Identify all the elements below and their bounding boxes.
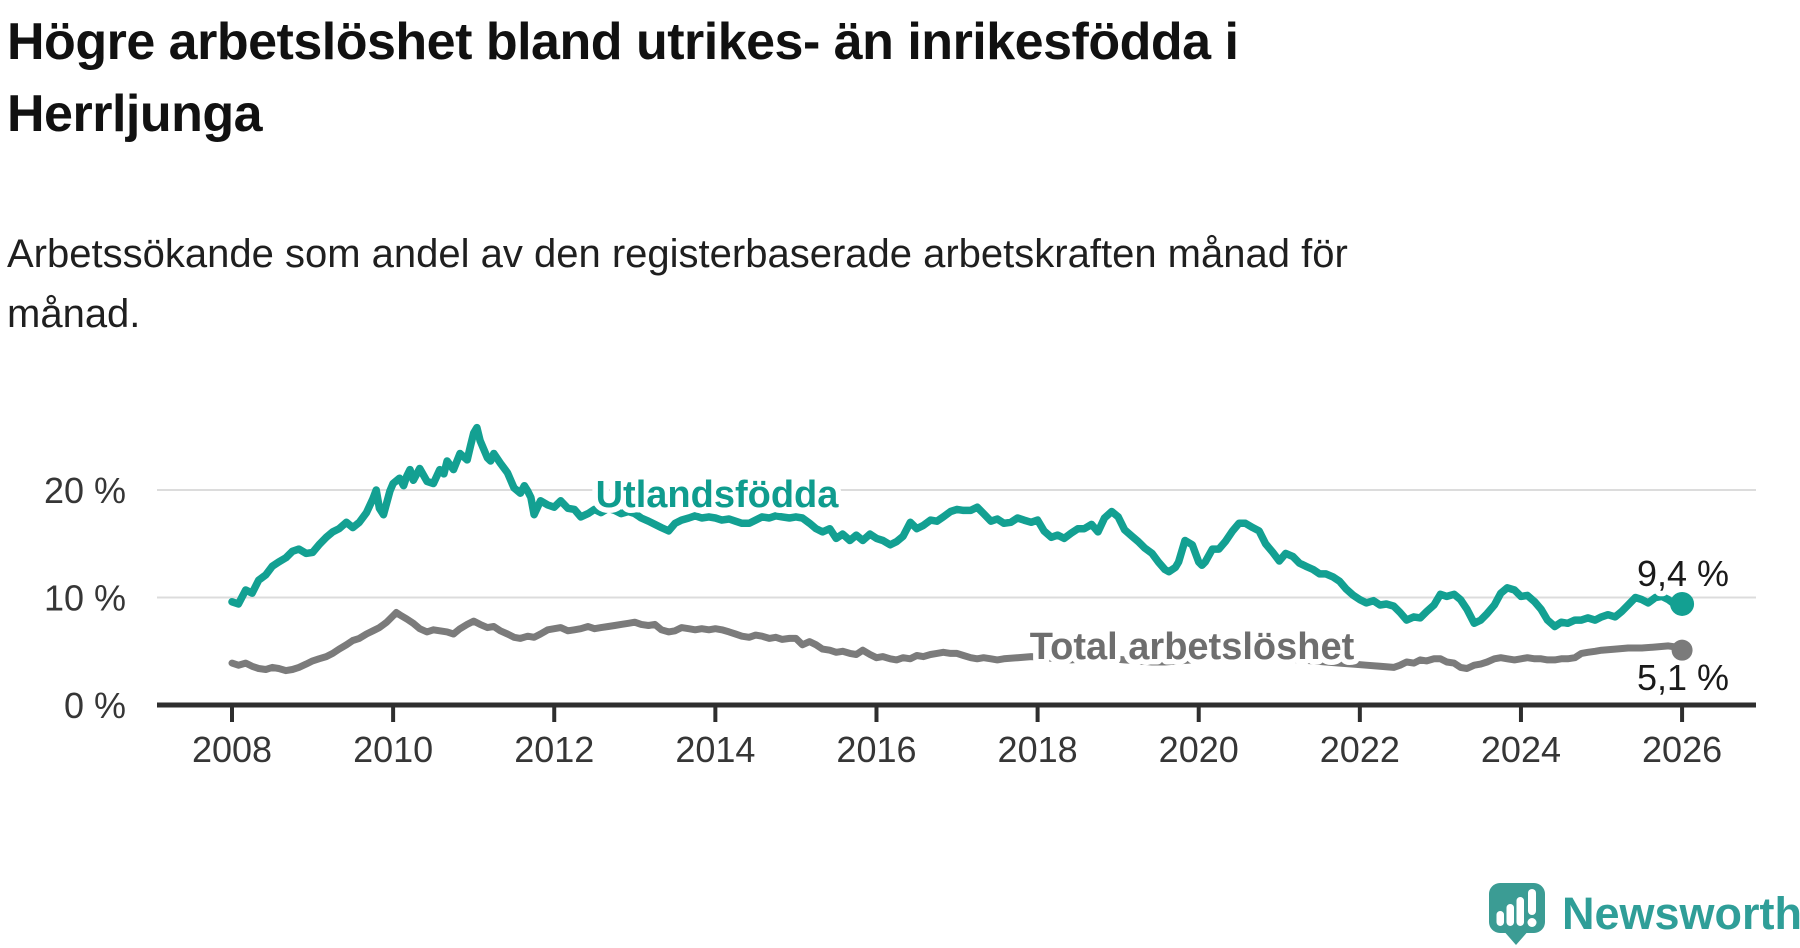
chart-series (228, 423, 1686, 675)
series-line-utlandsfodda (228, 423, 1686, 631)
exclamation-bar (1528, 889, 1536, 915)
chart-subtitle: Arbetssökande som andel av den registerb… (7, 224, 1348, 344)
chart-title-line2: Herrljunga (7, 85, 263, 143)
x-tick-label: 2026 (1642, 729, 1722, 770)
x-tick-label: 2022 (1320, 729, 1400, 770)
chart-title-line1: Högre arbetslöshet bland utrikes- än inr… (7, 13, 1239, 71)
series-label-utlandsfodda: Utlandsfödda (596, 474, 840, 516)
newsworthy-logo: Newsworthy (1487, 880, 1800, 948)
y-tick-label: 0 % (64, 685, 126, 726)
x-tick-label: 2024 (1481, 729, 1561, 770)
chart-subtitle-line1: Arbetssökande som andel av den registerb… (7, 232, 1348, 276)
chart-title: Högre arbetslöshet bland utrikes- än inr… (7, 6, 1239, 150)
end-dot-utlandsfodda (1670, 591, 1695, 616)
x-tick-label: 2010 (353, 729, 433, 770)
chart-subtitle-line2: månad. (7, 292, 141, 336)
exclamation-dot (1527, 918, 1537, 927)
y-tick-label: 10 % (44, 578, 126, 619)
chart-grid: 0 % 10 % 20 % 2008 2010 2012 2014 2016 2018 2020 2… (44, 470, 1756, 770)
x-tick-label: 2016 (836, 729, 916, 770)
x-tick-label: 2008 (192, 729, 272, 770)
newsworthy-chart-bubble-icon (1489, 883, 1545, 945)
brand-name: Newsworthy (1562, 888, 1800, 939)
bar-1 (1496, 911, 1504, 926)
series-label-total-arbetsloshet: Total arbetslöshet (1030, 626, 1355, 668)
chart-end-dots (1670, 591, 1695, 661)
end-value-label-utlandsfodda: 9,4 % (1637, 553, 1729, 594)
end-value-label-total: 5,1 % (1637, 657, 1729, 698)
series-line-total (228, 609, 1686, 675)
bar-3 (1516, 897, 1524, 926)
x-tick-label: 2014 (675, 729, 755, 770)
x-tick-label: 2020 (1159, 729, 1239, 770)
end-dot-total (1671, 639, 1693, 661)
x-tick-label: 2012 (514, 729, 594, 770)
x-tick-label: 2018 (998, 729, 1078, 770)
y-tick-label: 20 % (44, 470, 126, 511)
chart-annotations: Utlandsfödda Total arbetslöshet 9,4 % 5,… (590, 469, 1734, 704)
bar-2 (1506, 904, 1514, 926)
